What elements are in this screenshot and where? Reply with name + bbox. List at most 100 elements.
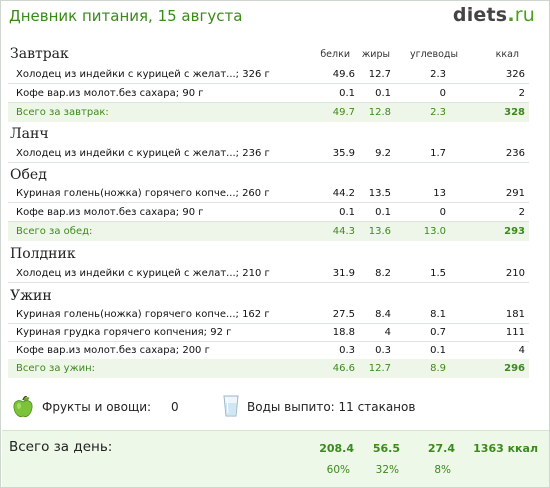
fat-value: 0.1: [375, 88, 391, 99]
total-label: Всего за обед:: [16, 226, 93, 237]
carbs-value: 8.1: [430, 309, 446, 320]
protein-value: 35.9: [332, 148, 355, 159]
daily-total-label: Всего за день:: [9, 439, 113, 455]
fat-value: 12.7: [368, 69, 391, 80]
fat-total: 12.8: [368, 107, 391, 118]
kcal-total: 296: [504, 363, 525, 374]
carbs-value: 0: [439, 88, 446, 99]
kcal-value: 291: [505, 188, 525, 199]
column-header-protein: белки: [320, 49, 350, 60]
meal-title-breakfast: Завтрак: [10, 46, 69, 62]
carbs-value: 1.5: [430, 268, 446, 279]
food-name: Куриная голень(ножка) горячего копче...;…: [16, 188, 270, 199]
food-row[interactable]: Кофе вар.из молот.без сахара; 90 г 0.1 0…: [8, 203, 529, 222]
protein-total: 44.3: [332, 226, 355, 237]
daily-fat-total: 56.5: [372, 442, 400, 455]
kcal-value: 326: [505, 69, 525, 80]
food-row[interactable]: Куриная голень(ножка) горячего копче...;…: [8, 184, 529, 203]
meal-total-row-breakfast: Всего за завтрак: 49.7 12.8 2.3 328: [8, 103, 529, 122]
daily-protein-total: 208.4: [319, 442, 354, 455]
fat-value: 9.2: [375, 148, 391, 159]
protein-total: 49.7: [332, 107, 355, 118]
column-header-carbs: углеводы: [409, 49, 458, 60]
protein-value: 27.5: [332, 309, 355, 320]
carbs-value: 2.3: [430, 69, 446, 80]
site-logo[interactable]: diets.ru: [453, 4, 535, 26]
meal-total-row-dinner: Всего за обед: 44.3 13.6 13.0 293: [8, 222, 529, 241]
carbs-total: 13.0: [423, 226, 446, 237]
carbs-value: 1.7: [430, 148, 446, 159]
carbs-value: 0.7: [430, 327, 446, 338]
food-row[interactable]: Холодец из индейки с курицей с желат...;…: [8, 144, 529, 163]
fat-value: 8.2: [375, 268, 391, 279]
kcal-total: 328: [504, 107, 525, 118]
page-title: Дневник питания, 15 августа: [9, 7, 243, 25]
protein-percent: 60%: [326, 464, 350, 476]
fruits-label: Фрукты и овощи:: [42, 400, 152, 414]
food-row[interactable]: Кофе вар.из молот.без сахара; 90 г 0.1 0…: [8, 84, 529, 103]
water-label: Воды выпито: 11 стаканов: [247, 400, 416, 414]
carbs-total: 2.3: [430, 107, 446, 118]
kcal-value: 4: [518, 345, 525, 356]
kcal-value: 210: [505, 268, 525, 279]
kcal-value: 2: [518, 207, 525, 218]
carbs-total: 8.9: [430, 363, 446, 374]
protein-value: 49.6: [332, 69, 355, 80]
food-name: Куриная голень(ножка) горячего копче...;…: [16, 309, 270, 320]
protein-value: 0.1: [339, 88, 355, 99]
logo-tld: ru: [514, 4, 535, 26]
food-name: Холодец из индейки с курицей с желат...;…: [16, 148, 270, 159]
fat-value: 8.4: [375, 309, 391, 320]
protein-total: 46.6: [332, 363, 355, 374]
fat-total: 12.7: [368, 363, 391, 374]
food-row[interactable]: Куриная грудка горячего копчения; 92 г 1…: [8, 323, 529, 342]
fat-value: 4: [384, 327, 391, 338]
meal-title-lunch: Ланч: [10, 126, 49, 142]
kcal-value: 236: [505, 148, 525, 159]
extras-row: Фрукты и овощи: 0 Воды выпито: 11 стакан…: [1, 393, 550, 423]
fat-value: 0.3: [375, 345, 391, 356]
carbs-percent: 8%: [434, 464, 451, 476]
protein-value: 18.8: [332, 327, 355, 338]
meal-title-dinner: Обед: [10, 167, 47, 183]
food-row[interactable]: Куриная голень(ножка) горячего копче...;…: [8, 305, 529, 324]
carbs-value: 0: [439, 207, 446, 218]
protein-value: 31.9: [332, 268, 355, 279]
protein-value: 0.1: [339, 207, 355, 218]
apple-icon: [13, 396, 33, 417]
protein-value: 0.3: [339, 345, 355, 356]
fat-value: 0.1: [375, 207, 391, 218]
water-glass-icon: [223, 395, 239, 417]
kcal-value: 181: [505, 309, 525, 320]
meal-total-row-supper: Всего за ужин: 46.6 12.7 8.9 296: [8, 359, 529, 378]
fat-percent: 32%: [375, 464, 399, 476]
food-name: Кофе вар.из молот.без сахара; 90 г: [16, 207, 204, 218]
daily-summary: Всего за день: 208.4 56.5 27.4 1363 ккал…: [2, 430, 549, 487]
column-header-kcal: ккал: [495, 49, 519, 60]
meal-title-snack: Полдник: [10, 246, 76, 262]
food-row[interactable]: Холодец из индейки с курицей с желат...;…: [8, 65, 529, 84]
food-name: Кофе вар.из молот.без сахара; 90 г: [16, 88, 204, 99]
kcal-total: 293: [504, 226, 525, 237]
food-row[interactable]: Кофе вар.из молот.без сахара; 200 г 0.3 …: [8, 341, 529, 360]
food-name: Куриная грудка горячего копчения; 92 г: [16, 327, 232, 338]
food-name: Кофе вар.из молот.без сахара; 200 г: [16, 345, 210, 356]
logo-main: diets: [452, 4, 508, 26]
fruits-value: 0: [171, 400, 179, 414]
logo-dot: .: [507, 4, 515, 26]
column-header-fat: жиры: [361, 49, 390, 60]
meal-title-supper: Ужин: [10, 288, 52, 304]
kcal-value: 111: [505, 327, 525, 338]
carbs-value: 13: [433, 188, 446, 199]
carbs-value: 0.1: [430, 345, 446, 356]
food-row[interactable]: Холодец из индейки с курицей с желат...;…: [8, 264, 529, 283]
protein-value: 44.2: [332, 188, 355, 199]
fat-value: 13.5: [368, 188, 391, 199]
total-label: Всего за ужин:: [16, 363, 96, 374]
daily-kcal-total: 1363 ккал: [473, 442, 538, 455]
kcal-value: 2: [518, 88, 525, 99]
food-name: Холодец из индейки с курицей с желат...;…: [16, 69, 270, 80]
total-label: Всего за завтрак:: [16, 107, 109, 118]
fat-total: 13.6: [368, 226, 391, 237]
daily-carbs-total: 27.4: [427, 442, 455, 455]
